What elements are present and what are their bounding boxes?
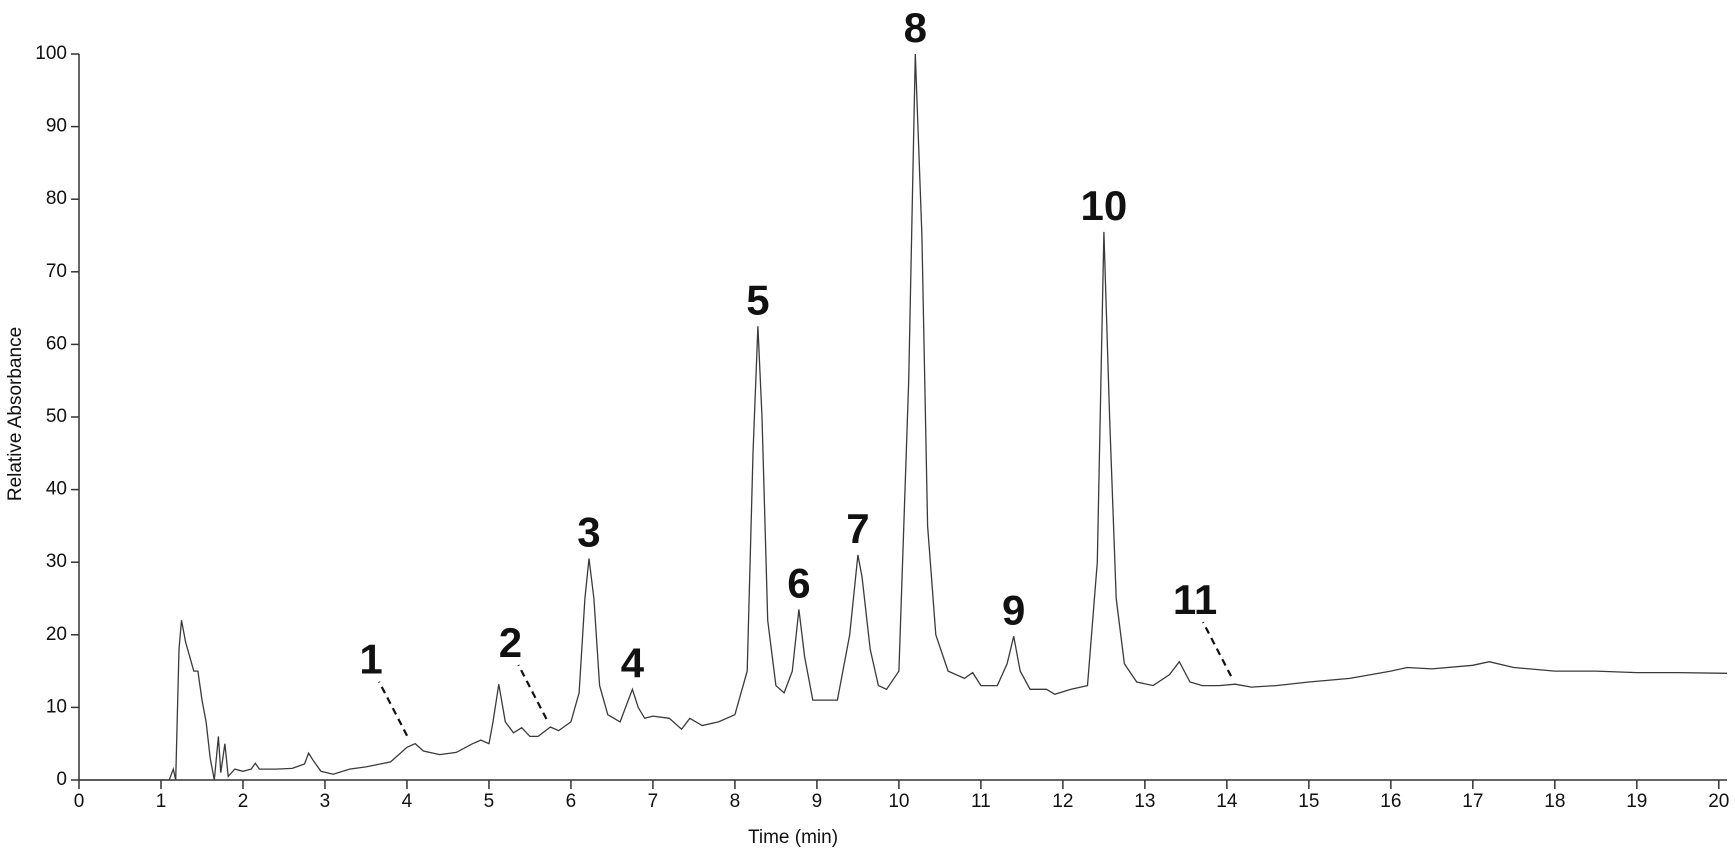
y-tick-label: 0 [56, 769, 67, 790]
x-tick-label: 16 [1380, 791, 1401, 812]
x-tick-label: 2 [238, 791, 249, 812]
peak-label: 6 [787, 559, 810, 606]
y-tick-label: 30 [46, 551, 67, 572]
peak-label: 11 [1173, 576, 1217, 623]
y-tick-label: 40 [46, 479, 67, 500]
y-tick-label: 10 [46, 696, 67, 717]
x-tick-label: 10 [888, 791, 909, 812]
x-tick-label: 8 [730, 791, 741, 812]
y-tick-label: 80 [46, 188, 67, 209]
peak-label: 5 [746, 276, 769, 323]
peak-label: 10 [1081, 182, 1128, 229]
peak-label: 7 [846, 505, 869, 552]
y-tick-label: 60 [46, 333, 67, 354]
peak-label: 1 [359, 636, 382, 683]
peak-label: 2 [499, 619, 522, 666]
x-tick-label: 14 [1216, 791, 1238, 812]
peak-label: 4 [621, 639, 645, 686]
y-tick-label: 20 [46, 624, 67, 645]
x-tick-label: 18 [1544, 791, 1565, 812]
peak-label: 8 [904, 4, 927, 51]
x-axis-label: Time (min) [748, 827, 838, 848]
y-tick-label: 50 [46, 406, 67, 427]
x-tick-label: 20 [1708, 791, 1729, 812]
x-tick-label: 11 [971, 791, 991, 812]
peak-label: 3 [577, 509, 600, 556]
y-tick-label: 100 [35, 43, 67, 64]
x-tick-label: 3 [320, 791, 331, 812]
leader-line [378, 681, 409, 737]
x-tick-label: 0 [74, 791, 85, 812]
x-tick-label: 9 [812, 791, 823, 812]
y-tick-label: 70 [46, 261, 67, 282]
x-tick-label: 19 [1626, 791, 1647, 812]
x-tick-label: 6 [566, 791, 577, 812]
leader-line [517, 664, 548, 720]
x-tick-label: 13 [1134, 791, 1155, 812]
trace [79, 53, 1728, 781]
x-tick-label: 1 [156, 791, 167, 812]
y-axis-label: Relative Absorbance [5, 327, 26, 501]
x-tick-label: 5 [484, 791, 495, 812]
x-tick-label: 15 [1298, 791, 1319, 812]
x-tick-label: 7 [648, 791, 659, 812]
y-tick-label: 90 [46, 116, 67, 137]
leader-line [1202, 621, 1233, 677]
peak-label: 9 [1002, 586, 1025, 633]
x-tick-label: 12 [1052, 791, 1073, 812]
x-tick-label: 17 [1462, 791, 1483, 812]
x-tick-label: 4 [402, 791, 413, 812]
